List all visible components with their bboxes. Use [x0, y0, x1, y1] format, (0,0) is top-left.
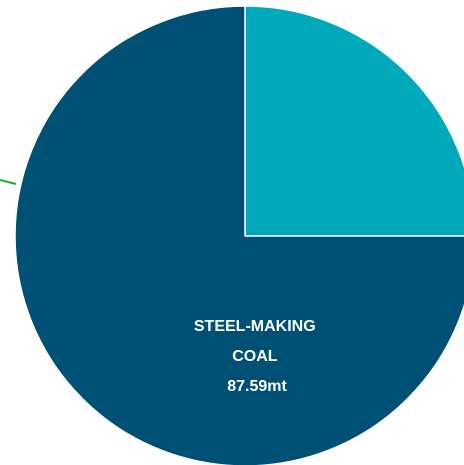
- slice-label-steel-making-coal: STEEL-MAKING COAL 87.59mt: [194, 318, 320, 395]
- slice-label-line-2: COAL: [232, 348, 278, 365]
- slice-label-line-3: 87.59mt: [227, 378, 287, 395]
- leader-line: [0, 179, 17, 185]
- slice-label-line-1: STEEL-MAKING: [194, 318, 316, 335]
- pie-slice-0: [244, 5, 464, 237]
- pie-slice-1: [14, 5, 464, 465]
- pie-slices: [14, 5, 464, 465]
